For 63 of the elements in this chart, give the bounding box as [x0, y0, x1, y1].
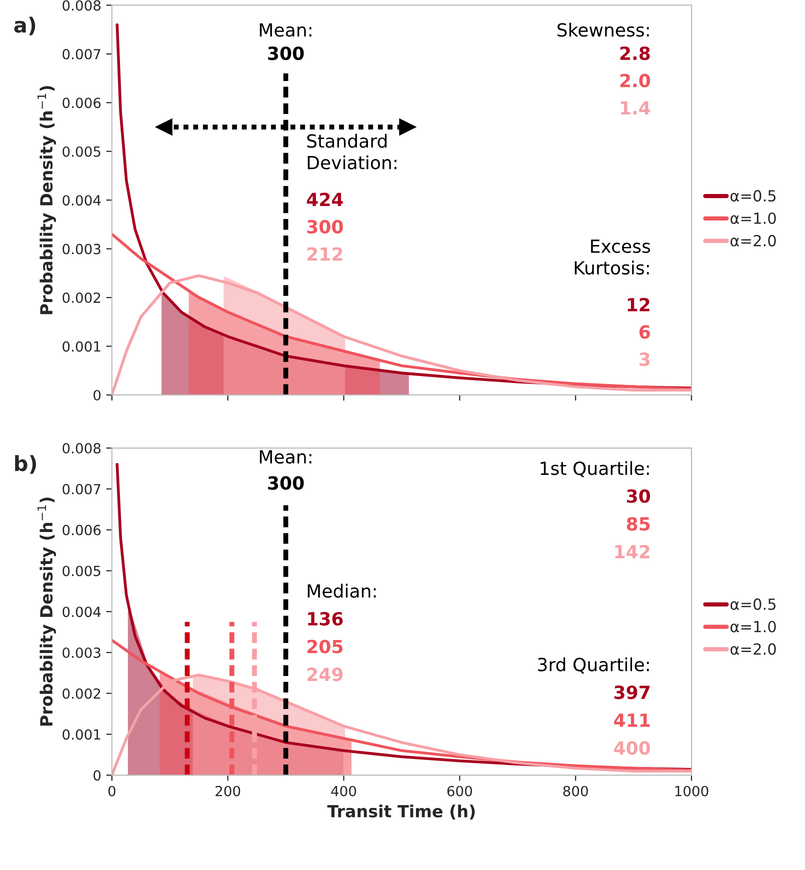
annotation: Median: [308, 584, 376, 598]
y-tick-label: 0.005 [62, 566, 100, 576]
x-tick-label: 400 [331, 786, 356, 796]
annotation: 12 [628, 298, 650, 312]
annotation: Standard Deviation: [307, 134, 396, 170]
y-tick-label: 0.007 [62, 484, 100, 494]
legend-label: α=2.0 [730, 234, 776, 246]
annotation: 136 [308, 612, 343, 626]
annotation: 205 [307, 640, 342, 654]
annotation: 30 [627, 489, 650, 503]
y-tick-label: 0.004 [62, 195, 101, 206]
x-tick-label: 1000 [675, 786, 708, 796]
y-tick-label: 0.007 [62, 48, 100, 60]
annotation: 400 [614, 741, 650, 755]
annotation: 2.0 [620, 74, 650, 88]
chart-title: a) [14, 16, 36, 36]
annotation: 411 [614, 714, 650, 727]
x-axis-title: Transit Time (h) [327, 804, 475, 820]
annotation: 3rd Quartile: [538, 657, 649, 674]
annotation: 300 [307, 220, 343, 234]
annotation: 6 [639, 325, 650, 339]
y-tick-label: 0.003 [62, 647, 100, 658]
annotation: Mean: [260, 23, 312, 37]
legend-label: α=0.5 [730, 190, 776, 202]
y-tick-label: 0.003 [62, 244, 100, 254]
legend-label: α=1.0 [730, 620, 776, 632]
y-tick-label: 0.001 [62, 341, 100, 352]
y-tick-label: 0.002 [62, 688, 100, 699]
annotation: 142 [615, 544, 650, 558]
annotation: 3 [640, 352, 650, 366]
annotation: Excess Kurtosis: [574, 240, 650, 275]
annotation: 212 [307, 247, 342, 261]
annotation: 2.8 [620, 46, 650, 60]
legend-label: α=1.0 [730, 212, 776, 224]
y-tick-label: 0.002 [62, 292, 100, 304]
legend-label: α=0.5 [730, 598, 776, 610]
y-tick-label: 0 [94, 390, 101, 400]
y-tick-label: 0.006 [62, 98, 101, 108]
x-tick-label: 200 [216, 786, 240, 796]
annotation: 1st Quartile: [540, 461, 649, 478]
x-tick-label: 800 [563, 786, 588, 796]
annotation: 424 [306, 192, 343, 206]
y-tick-label: 0.001 [62, 729, 100, 740]
y-tick-label: 0.005 [62, 146, 100, 157]
annotation: 1.4 [620, 101, 650, 114]
x-tick-label: 0 [108, 786, 116, 796]
annotation: 397 [614, 686, 650, 700]
annotation: Skewness: [558, 22, 649, 37]
legend-label: α=2.0 [730, 643, 776, 655]
y-axis-title: Probability Density (h$^{−1}$) [37, 86, 56, 314]
y-tick-label: 0.008 [62, 443, 101, 454]
x-tick-label: 600 [447, 786, 472, 796]
annotation: 300 [268, 46, 304, 60]
annotation: Mean: [260, 450, 312, 464]
annotation: 249 [307, 668, 343, 682]
y-axis-title: Probability Density (h$^{−1}$) [37, 498, 56, 726]
annotation: 85 [626, 517, 650, 531]
chart-title: b) [15, 455, 36, 474]
y-tick-label: 0.008 [62, 0, 101, 11]
y-tick-label: 0.004 [62, 606, 101, 618]
y-tick-label: 0 [94, 770, 101, 781]
y-tick-label: 0.006 [62, 524, 101, 536]
annotation: 300 [268, 476, 304, 490]
